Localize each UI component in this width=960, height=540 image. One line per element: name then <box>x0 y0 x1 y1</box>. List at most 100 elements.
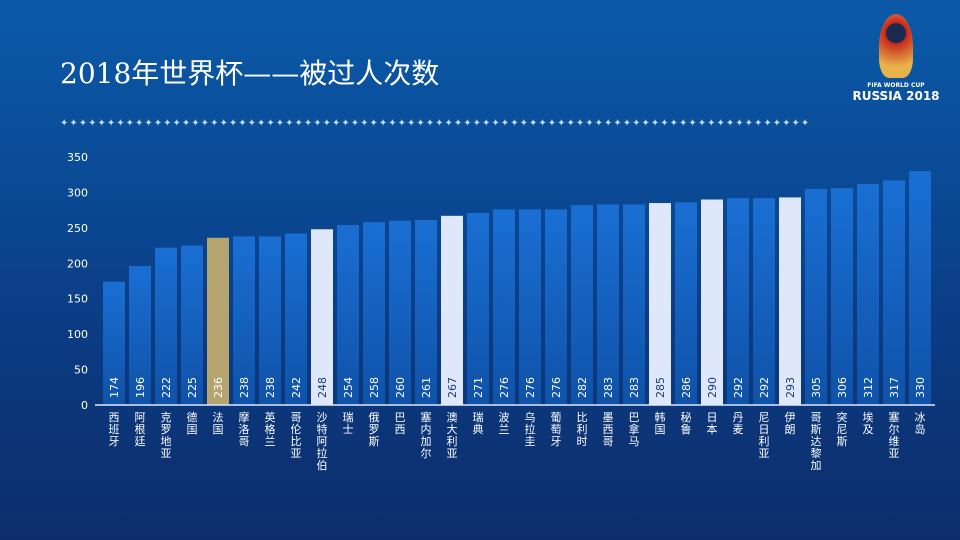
world-cup-logo: FIFA WORLD CUP RUSSIA 2018 <box>846 14 946 114</box>
bar <box>597 204 619 405</box>
y-tick-label: 100 <box>67 328 88 341</box>
data-label: 330 <box>914 377 927 398</box>
data-label: 260 <box>394 377 407 398</box>
data-label: 292 <box>758 377 771 398</box>
data-label: 283 <box>602 377 615 398</box>
bar <box>155 247 177 405</box>
y-tick-label: 350 <box>67 151 88 164</box>
x-tick-label: 比利时 <box>577 411 588 448</box>
x-tick-label: 冰岛 <box>915 411 926 436</box>
x-tick-label: 韩国 <box>655 410 666 436</box>
bar <box>415 220 437 405</box>
logo-line1: FIFA WORLD CUP <box>867 82 925 89</box>
bar <box>363 222 385 405</box>
data-label: 238 <box>264 377 277 398</box>
bar <box>233 236 255 405</box>
data-label: 236 <box>212 377 225 398</box>
x-tick-label: 巴拿马 <box>629 411 640 448</box>
data-label: 174 <box>108 377 121 398</box>
bar <box>441 215 463 405</box>
data-label: 306 <box>836 377 849 398</box>
bar <box>103 281 125 405</box>
bar <box>389 220 411 405</box>
x-tick-label: 德国 <box>187 410 198 436</box>
y-tick-label: 200 <box>67 257 88 270</box>
data-label: 276 <box>550 377 563 398</box>
x-tick-label: 哥斯达黎加 <box>811 411 822 472</box>
bar <box>701 199 723 405</box>
x-tick-label: 塞尔维亚 <box>889 410 900 460</box>
data-label: 276 <box>498 377 511 398</box>
bar <box>181 245 203 405</box>
x-tick-label: 西班牙 <box>109 411 120 448</box>
x-tick-label: 俄罗斯 <box>369 411 380 448</box>
x-tick-label: 伊朗 <box>785 411 796 436</box>
trophy-icon <box>879 14 913 78</box>
data-label: 317 <box>888 377 901 398</box>
logo-line2: RUSSIA 2018 <box>852 89 940 103</box>
x-tick-label: 法国 <box>213 410 224 436</box>
bar <box>883 180 905 405</box>
data-label: 222 <box>160 377 173 398</box>
x-tick-label: 摩洛哥 <box>239 410 250 448</box>
bar <box>623 204 645 405</box>
bar <box>311 229 333 405</box>
x-tick-label: 日本 <box>707 411 718 436</box>
data-label: 292 <box>732 377 745 398</box>
data-label: 258 <box>368 377 381 398</box>
x-tick-label: 瑞典 <box>473 410 484 436</box>
x-tick-label: 英格兰 <box>265 410 276 448</box>
bar <box>675 202 697 405</box>
data-label: 261 <box>420 377 433 398</box>
bar <box>337 225 359 405</box>
bar <box>727 198 749 405</box>
data-label: 242 <box>290 377 303 398</box>
x-tick-label: 突尼斯 <box>837 410 848 448</box>
data-label: 248 <box>316 377 329 398</box>
data-label: 196 <box>134 377 147 398</box>
y-tick-label: 150 <box>67 293 88 306</box>
y-tick-label: 50 <box>74 364 88 377</box>
x-tick-label: 葡萄牙 <box>551 411 562 448</box>
x-tick-label: 阿根廷 <box>135 411 146 448</box>
bar <box>519 209 541 405</box>
bar <box>285 233 307 405</box>
data-label: 254 <box>342 377 355 398</box>
x-tick-label: 乌拉圭 <box>525 410 536 448</box>
data-label: 267 <box>446 377 459 398</box>
x-tick-label: 塞内加尔 <box>421 410 432 460</box>
data-label: 290 <box>706 377 719 398</box>
x-tick-label: 澳大利亚 <box>447 411 458 460</box>
bar <box>207 237 229 405</box>
data-label: 312 <box>862 377 875 398</box>
y-tick-label: 250 <box>67 222 88 235</box>
data-label: 276 <box>524 377 537 398</box>
x-tick-label: 尼日利亚 <box>759 411 770 460</box>
data-label: 283 <box>628 377 641 398</box>
data-label: 286 <box>680 377 693 398</box>
data-label: 293 <box>784 377 797 398</box>
bar <box>129 266 151 405</box>
x-tick-label: 秘鲁 <box>681 410 692 436</box>
x-tick-label: 哥伦比亚 <box>291 411 302 460</box>
data-label: 225 <box>186 377 199 398</box>
bar <box>467 212 489 405</box>
x-tick-label: 波兰 <box>499 411 510 436</box>
x-tick-label: 墨西哥 <box>603 411 614 448</box>
x-tick-label: 丹麦 <box>733 411 744 436</box>
bar <box>857 183 879 405</box>
y-tick-label: 0 <box>81 399 88 412</box>
y-tick-label: 300 <box>67 186 88 199</box>
x-tick-label: 巴西 <box>395 411 406 436</box>
bar <box>909 171 931 405</box>
bar <box>571 205 593 405</box>
x-tick-label: 瑞士 <box>343 410 354 436</box>
data-label: 285 <box>654 377 667 398</box>
data-label: 282 <box>576 377 589 398</box>
page-title: 2018年世界杯——被过人次数 <box>60 57 440 90</box>
bar <box>649 203 671 405</box>
bar <box>831 188 853 405</box>
bar <box>805 188 827 405</box>
